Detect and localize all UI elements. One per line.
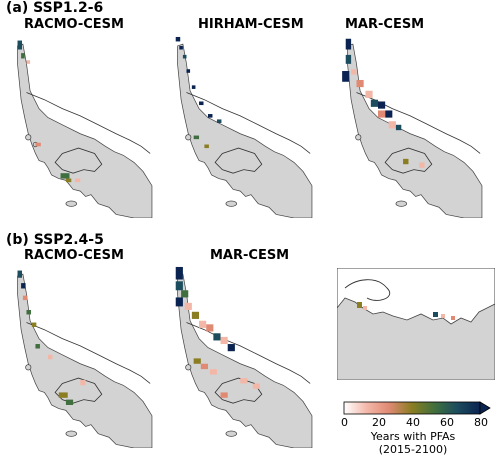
map-inset-detail xyxy=(337,268,495,380)
colorbar: 0 20 40 60 80 Years with PFAs (2015-2100… xyxy=(338,398,498,462)
colorbar-tick-80: 80 xyxy=(474,416,488,429)
map-ssp126-racmo xyxy=(17,40,153,218)
map-ssp126-mar xyxy=(342,38,483,218)
colorbar-tick-40: 40 xyxy=(406,416,420,429)
map-title-mar-b: MAR-CESM xyxy=(210,248,290,263)
map-title-racmo-a: RACMO-CESM xyxy=(24,17,124,32)
map-ssp245-racmo xyxy=(17,270,153,448)
map-ssp245-mar xyxy=(175,266,313,448)
panel-a-label: (a) SSP1.2-6 xyxy=(6,0,104,16)
colorbar-tick-0: 0 xyxy=(341,416,348,429)
colorbar-tick-20: 20 xyxy=(372,416,386,429)
colorbar-tick-60: 60 xyxy=(440,416,454,429)
colorbar-gradient xyxy=(343,401,491,415)
panel-b-label: (b) SSP2.4-5 xyxy=(6,232,104,248)
colorbar-label-line1: Years with PFAs xyxy=(370,430,456,443)
map-title-hirham-a: HIRHAM-CESM xyxy=(198,17,304,32)
map-title-racmo-b: RACMO-CESM xyxy=(24,248,124,263)
map-title-mar-a: MAR-CESM xyxy=(345,17,425,32)
map-ssp126-hirham xyxy=(175,36,313,218)
colorbar-label-line2: (2015-2100) xyxy=(378,443,448,456)
